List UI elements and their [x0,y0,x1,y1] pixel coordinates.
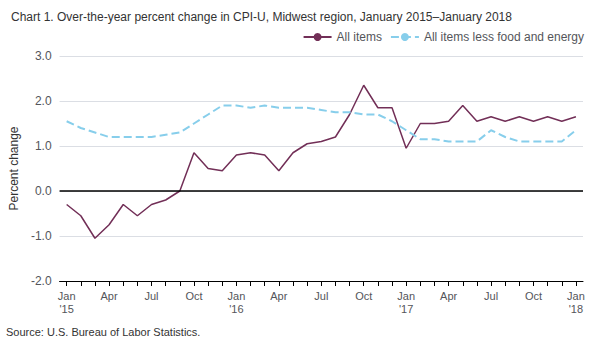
svg-text:Jan: Jan [567,290,585,302]
svg-text:Apr: Apr [270,290,287,302]
svg-text:-1.0: -1.0 [31,229,52,243]
svg-text:'17: '17 [399,303,413,315]
svg-text:Jan: Jan [228,290,246,302]
svg-text:Jul: Jul [314,290,328,302]
svg-text:Jan: Jan [58,290,76,302]
svg-text:Jan: Jan [397,290,415,302]
svg-text:Percent change: Percent change [7,126,21,210]
svg-text:Chart 1. Over-the-year percent: Chart 1. Over-the-year percent change in… [11,10,512,24]
svg-text:-2.0: -2.0 [31,274,52,288]
svg-text:Jul: Jul [144,290,158,302]
svg-text:2.0: 2.0 [35,94,52,108]
svg-text:Apr: Apr [440,290,457,302]
svg-text:'16: '16 [229,303,243,315]
svg-text:Oct: Oct [185,290,202,302]
svg-text:Apr: Apr [101,290,118,302]
svg-text:Jul: Jul [484,290,498,302]
svg-text:'18: '18 [569,303,583,315]
svg-text:'15: '15 [59,303,73,315]
svg-text:1.0: 1.0 [35,139,52,153]
svg-text:0.0: 0.0 [35,184,52,198]
svg-text:Oct: Oct [355,290,372,302]
svg-text:All items: All items [337,30,382,44]
svg-text:3.0: 3.0 [35,49,52,63]
svg-text:Oct: Oct [525,290,542,302]
svg-text:All items less food and energy: All items less food and energy [424,30,584,44]
svg-text:Source: U.S. Bureau of Labor S: Source: U.S. Bureau of Labor Statistics. [6,326,200,338]
